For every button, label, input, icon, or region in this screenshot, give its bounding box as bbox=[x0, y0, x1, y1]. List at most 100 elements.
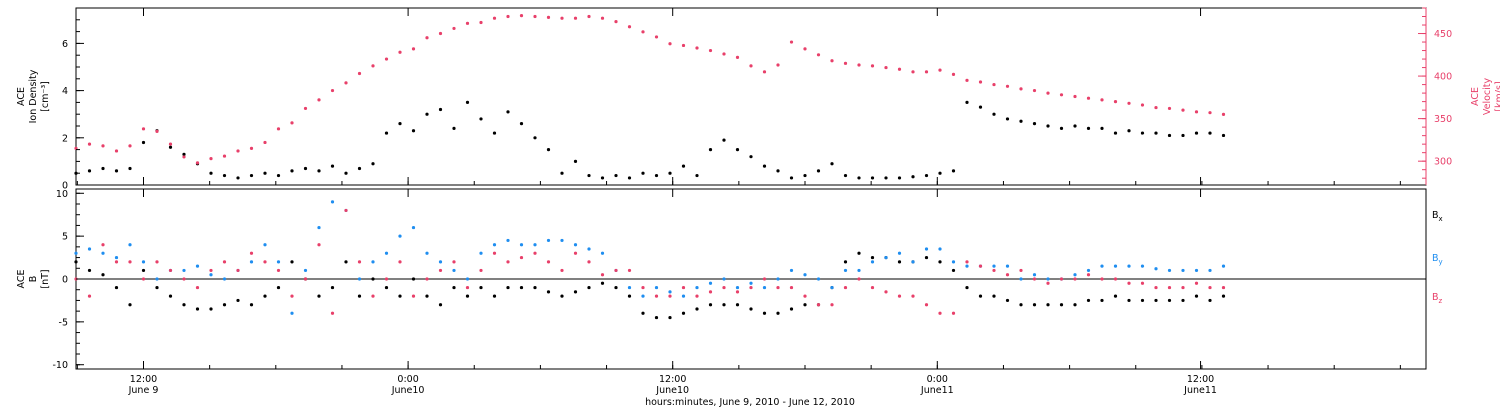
bx-point bbox=[1086, 298, 1091, 303]
bx-point bbox=[573, 290, 578, 294]
by-point bbox=[546, 238, 551, 243]
bx-point bbox=[1032, 303, 1037, 307]
bz-point bbox=[506, 260, 510, 264]
by-point bbox=[87, 247, 92, 251]
bz-point bbox=[290, 294, 294, 298]
top-left-axis-label: Ion Density bbox=[28, 69, 39, 123]
velocity-point bbox=[1100, 98, 1104, 102]
by-point bbox=[951, 260, 956, 264]
density-point bbox=[344, 171, 348, 175]
bx-point bbox=[654, 315, 659, 320]
x-tick-label-date: June11 bbox=[920, 385, 954, 396]
by-point bbox=[506, 238, 510, 243]
by-point bbox=[789, 268, 794, 273]
density-point bbox=[330, 164, 335, 168]
bz-point bbox=[924, 303, 929, 307]
bz-point bbox=[722, 285, 726, 290]
bz-point bbox=[384, 277, 389, 281]
density-point bbox=[506, 110, 510, 114]
velocity-point bbox=[1221, 112, 1226, 116]
bz-point bbox=[1181, 285, 1185, 290]
density-point bbox=[1032, 122, 1037, 126]
bz-point bbox=[222, 260, 227, 264]
density-point bbox=[209, 171, 213, 175]
bottom-left-axis-label: B bbox=[28, 276, 39, 283]
by-point bbox=[276, 260, 281, 264]
velocity-point bbox=[560, 16, 564, 20]
bz-point bbox=[209, 268, 213, 273]
velocity-point bbox=[249, 146, 254, 151]
density-point bbox=[911, 175, 915, 179]
by-point bbox=[114, 255, 119, 260]
by-point bbox=[762, 285, 767, 290]
velocity-point bbox=[1032, 88, 1037, 93]
bx-point bbox=[749, 307, 753, 311]
velocity-point bbox=[1113, 100, 1118, 104]
bz-point bbox=[141, 277, 146, 281]
bz-point bbox=[1073, 277, 1077, 281]
bz-point bbox=[398, 260, 402, 264]
bz-point bbox=[668, 294, 672, 298]
velocity-point bbox=[411, 47, 416, 51]
velocity-point bbox=[276, 127, 281, 131]
bz-point bbox=[1221, 285, 1226, 290]
bx-point bbox=[411, 277, 416, 281]
density-point bbox=[587, 173, 591, 178]
x-axis-title: hours:minutes, June 9, 2010 - June 12, 2… bbox=[645, 397, 855, 408]
velocity-point bbox=[722, 52, 726, 56]
by-point bbox=[371, 260, 375, 264]
density-point bbox=[1140, 131, 1145, 135]
bx-point bbox=[870, 255, 875, 260]
velocity-point bbox=[573, 16, 578, 20]
density-point bbox=[519, 122, 524, 126]
velocity-point bbox=[1140, 103, 1145, 107]
velocity-point bbox=[344, 81, 348, 85]
density-point bbox=[479, 117, 483, 121]
density-point bbox=[938, 171, 942, 175]
by-point bbox=[465, 277, 470, 281]
velocity-point bbox=[627, 25, 632, 29]
density-point bbox=[438, 107, 443, 112]
density-point bbox=[236, 176, 240, 180]
velocity-point bbox=[654, 35, 659, 39]
by-point bbox=[182, 268, 186, 273]
density-point bbox=[1005, 117, 1010, 121]
by-point bbox=[1127, 264, 1131, 268]
by-point bbox=[479, 251, 483, 255]
by-point bbox=[668, 290, 672, 294]
bz-point bbox=[425, 277, 429, 281]
by-point bbox=[303, 268, 308, 273]
velocity-point bbox=[965, 78, 969, 82]
velocity-point bbox=[924, 70, 929, 74]
bottom-left-tick-label: 10 bbox=[56, 189, 68, 200]
bx-point bbox=[182, 303, 186, 307]
density-point bbox=[708, 148, 713, 152]
bx-point bbox=[951, 268, 956, 273]
density-point bbox=[533, 136, 537, 140]
density-point bbox=[290, 169, 294, 173]
by-point bbox=[587, 247, 591, 251]
bx-point bbox=[398, 294, 402, 298]
bz-point bbox=[155, 260, 159, 264]
top-left-tick-label: 0 bbox=[62, 181, 68, 192]
by-point bbox=[1032, 273, 1037, 277]
density-point bbox=[830, 162, 834, 166]
by-point bbox=[627, 285, 632, 290]
density-point bbox=[695, 173, 699, 178]
density-point bbox=[1046, 124, 1050, 128]
velocity-point bbox=[830, 59, 834, 63]
bx-point bbox=[128, 303, 132, 307]
density-point bbox=[884, 176, 888, 180]
bx-point bbox=[344, 260, 348, 264]
bx-point bbox=[384, 285, 389, 290]
bz-point bbox=[1154, 285, 1158, 290]
bx-point bbox=[276, 285, 281, 290]
bx-point bbox=[357, 294, 362, 298]
bx-point bbox=[492, 294, 497, 298]
velocity-point bbox=[222, 154, 227, 158]
bz-point bbox=[317, 243, 321, 247]
density-point bbox=[141, 140, 146, 145]
density-point bbox=[249, 173, 254, 178]
bx-point bbox=[452, 285, 456, 290]
density-point bbox=[303, 166, 308, 171]
